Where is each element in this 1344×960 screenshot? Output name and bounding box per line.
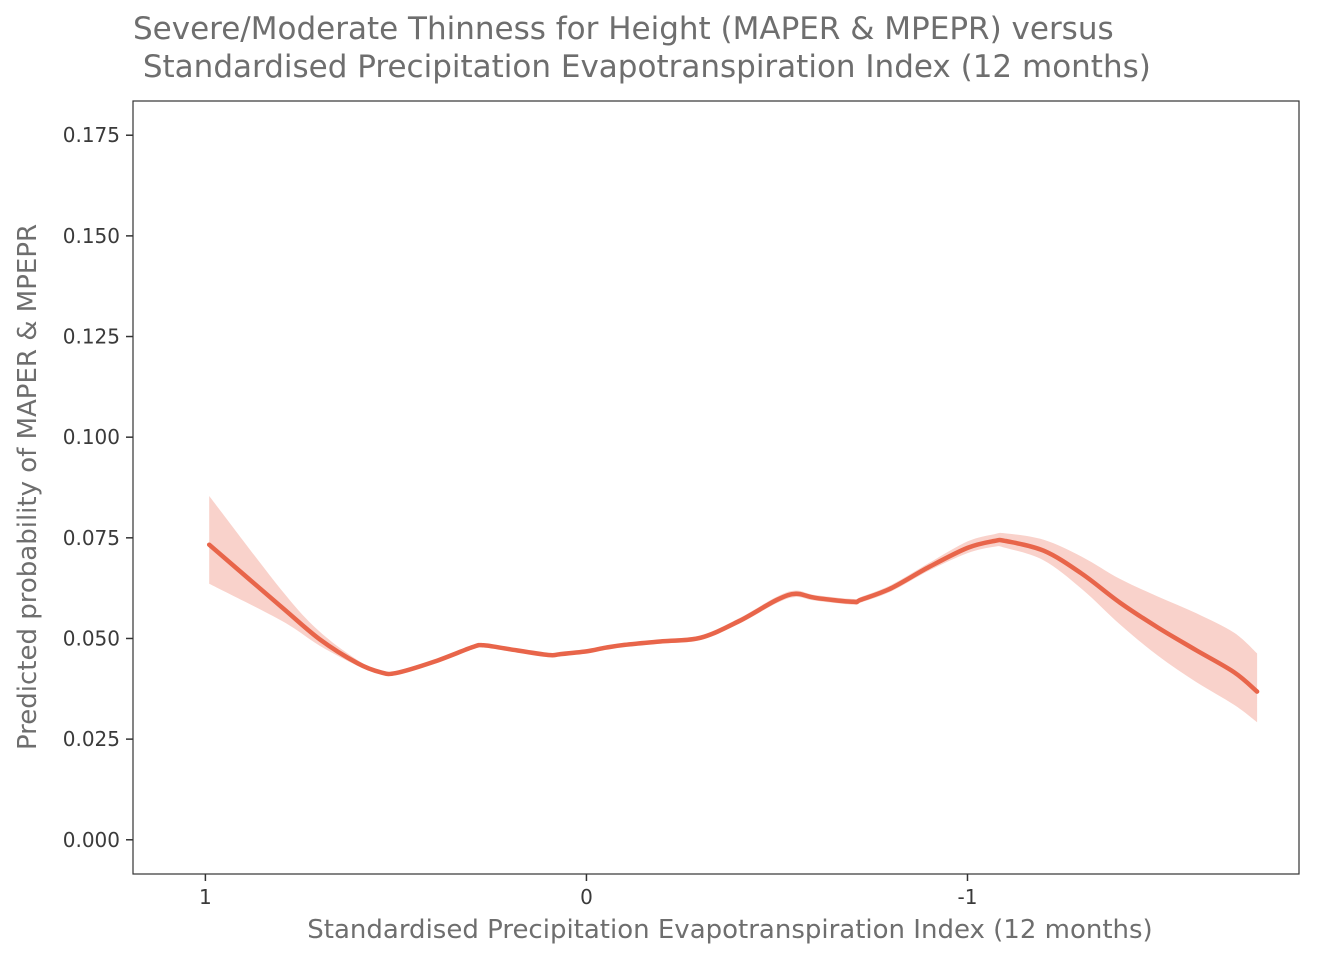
- y-axis-title: Predicted probability of MAPER & MPEPR: [13, 224, 43, 750]
- plot-panel: [132, 100, 1300, 875]
- x-axis-title: Standardised Precipitation Evapotranspir…: [307, 915, 1152, 945]
- x-tick-label: 1: [199, 885, 212, 909]
- y-tick-label: 0.175: [63, 123, 120, 147]
- y-tick-label: 0.075: [63, 526, 120, 550]
- chart-subtitle: Standardised Precipitation Evapotranspir…: [133, 49, 1151, 85]
- y-tick-label: 0.150: [63, 224, 120, 248]
- chart-title: Severe/Moderate Thinness for Height (MAP…: [133, 11, 1114, 47]
- y-tick-label: 0.100: [63, 425, 120, 449]
- y-tick-label: 0.050: [63, 626, 120, 650]
- y-tick-label: 0.000: [63, 828, 120, 852]
- x-tick-label: 0: [580, 885, 593, 909]
- x-axis: 1 0 -1: [199, 874, 977, 909]
- y-axis: 0.000 0.025 0.050 0.075 0.100 0.125 0.150 0.175: [63, 123, 133, 852]
- y-tick-label: 0.125: [63, 325, 120, 349]
- x-tick-label: -1: [958, 885, 978, 909]
- y-tick-label: 0.025: [63, 727, 120, 751]
- series-line: [206, 537, 1260, 694]
- series-line-layer: [206, 537, 1260, 694]
